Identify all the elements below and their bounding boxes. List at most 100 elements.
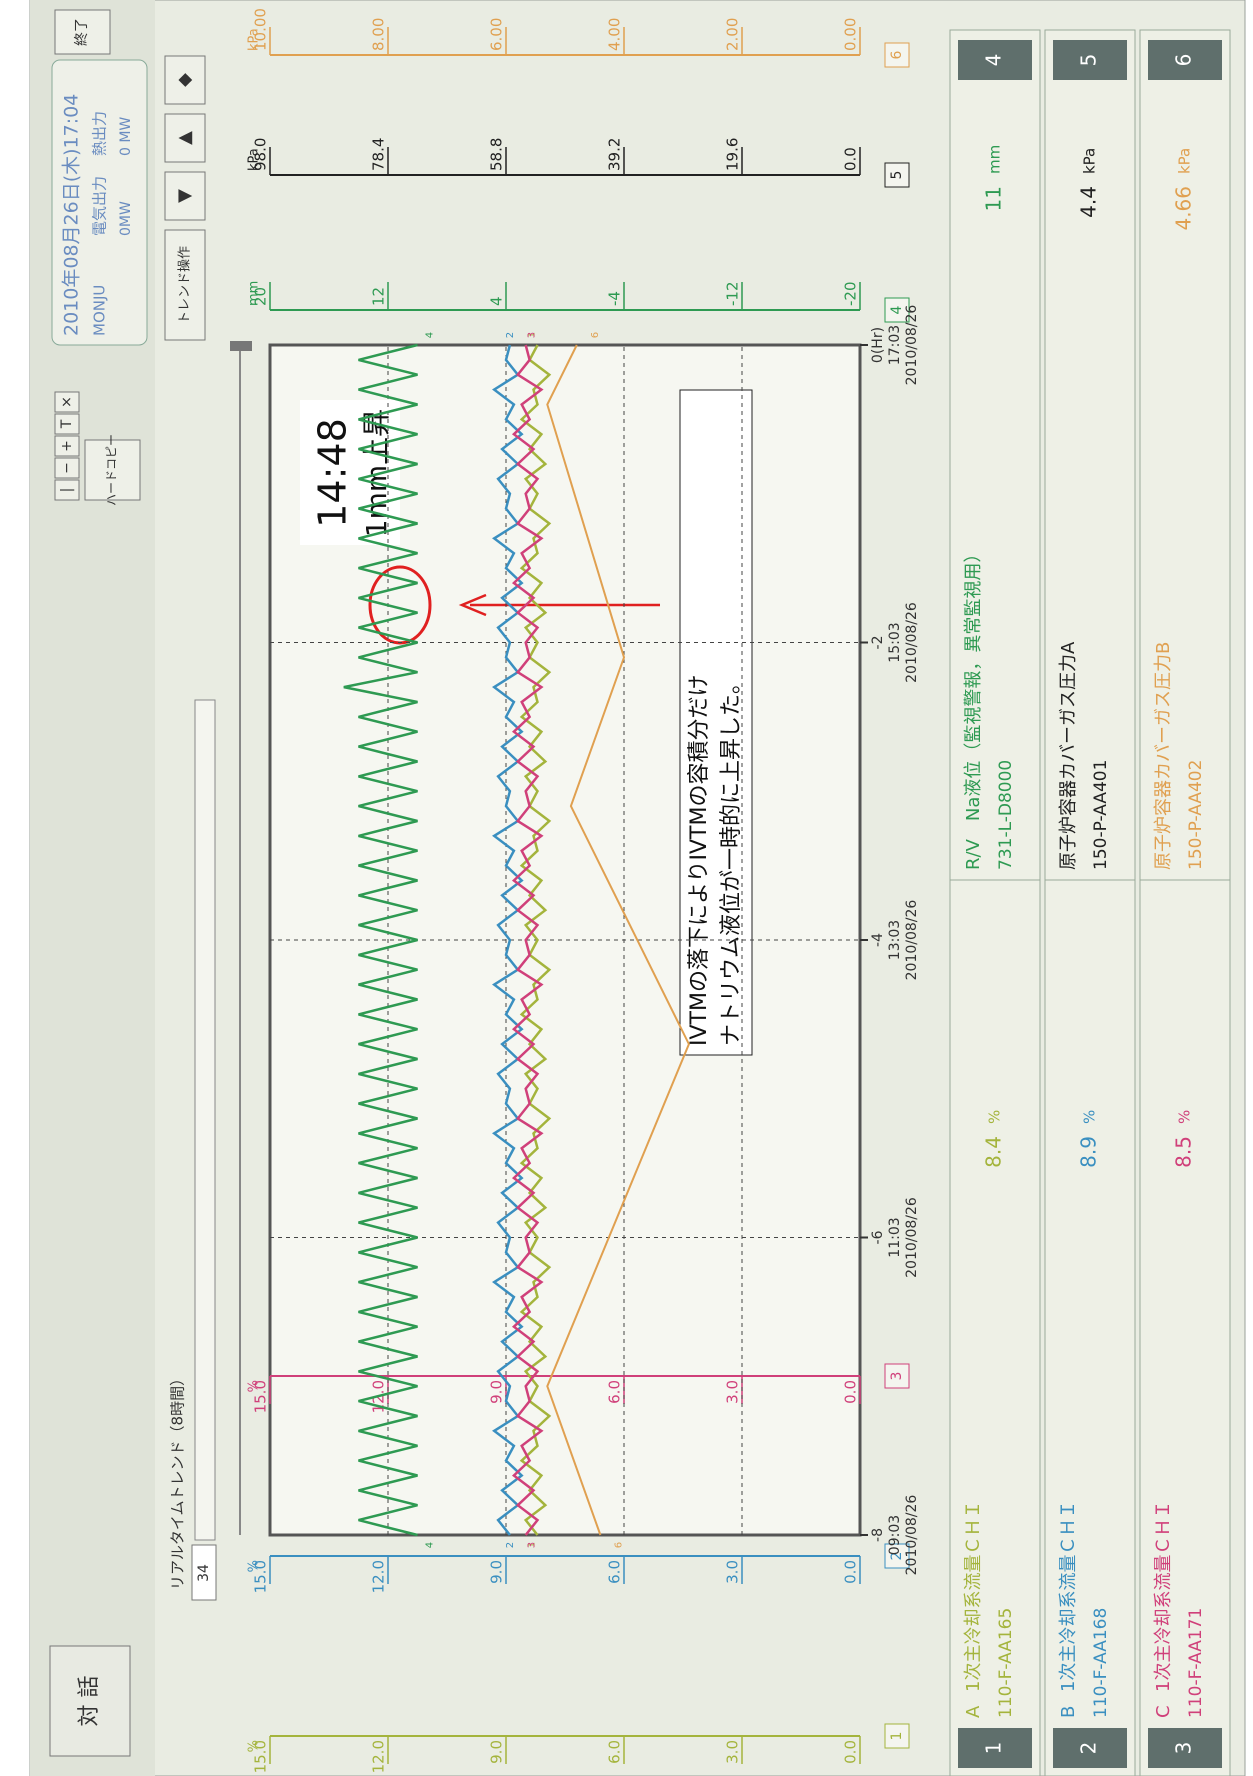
trend-line: [511, 344, 544, 1536]
window-button-label: T: [59, 419, 75, 429]
legend-number-box[interactable]: [1053, 40, 1127, 80]
hardcopy-label: ハードコピー: [105, 434, 119, 506]
x-tick-label: -8: [870, 1528, 886, 1542]
legend-id: 731-L-D8000: [996, 760, 1016, 870]
legend-unit: %: [1176, 1110, 1194, 1124]
legend-number-box[interactable]: [958, 40, 1032, 80]
trend-button-label: トレンド操作: [177, 246, 193, 324]
legend-id: 150-P-AA402: [1186, 760, 1206, 870]
legend-id: 110-F-AA165: [996, 1608, 1016, 1718]
axis-tick-label: 19.6: [724, 138, 742, 171]
axis-tick-label: -4: [606, 291, 624, 306]
legend-number-box[interactable]: [958, 1728, 1032, 1768]
pen-tag: 6: [590, 332, 601, 338]
legend-unit: %: [1081, 1110, 1099, 1124]
legend-number: 3: [1172, 1742, 1196, 1755]
axis-tick-label: 3.0: [724, 1380, 742, 1404]
legend-number-box[interactable]: [1148, 1728, 1222, 1768]
scroll-handle[interactable]: [230, 341, 252, 351]
x-tick-time: 11:03: [887, 1217, 903, 1257]
datetime: 2010年08月26日(木)17:04: [61, 94, 83, 336]
axis-tick-label: 15.0: [252, 1560, 270, 1593]
axis-box[interactable]: [884, 1363, 910, 1389]
axis-tick-label: 6.0: [606, 1560, 624, 1584]
axis-unit: %: [247, 1740, 262, 1752]
note-line: IVTMの落下によりIVTMの容積分だけ: [687, 675, 712, 1046]
pen-tag: 4: [425, 332, 436, 338]
count: 34: [196, 1564, 212, 1582]
legend-value: 8.4: [982, 1136, 1006, 1168]
trend-line: [546, 344, 690, 1536]
x-tick-label: -6: [870, 1230, 886, 1244]
exit-button[interactable]: [54, 9, 111, 55]
axis-unit: %: [247, 1380, 262, 1392]
nav-button[interactable]: [164, 55, 206, 105]
x-tick-date: 2010/08/26: [904, 305, 920, 386]
legend-value: 4.66: [1172, 186, 1196, 231]
window-button[interactable]: [54, 479, 80, 501]
window-button[interactable]: [54, 391, 80, 413]
nav-button-label: ▲: [174, 131, 195, 145]
window-button-label: −: [59, 462, 75, 474]
axis-unit: kPa: [247, 148, 262, 171]
axis-tick-label: 6.00: [488, 18, 506, 51]
pen-tag: 1: [526, 332, 537, 338]
legend-number-box[interactable]: [1053, 1728, 1127, 1768]
time-note: 14:48: [311, 418, 355, 528]
x-tick-label: -4: [870, 933, 886, 947]
axis-tick-label: 2.00: [724, 18, 742, 51]
progress-field: [194, 699, 216, 1541]
axis-tick-label: 4: [488, 296, 506, 306]
x-tick-date: 2010/08/26: [904, 1495, 920, 1576]
window-button[interactable]: [54, 435, 80, 457]
axis-box[interactable]: [884, 297, 910, 323]
x-tick-date: 2010/08/26: [904, 602, 920, 683]
legend-letter: A: [963, 1705, 984, 1718]
pen-tag: 6: [613, 1542, 624, 1548]
axis-tick-label: 0.0: [842, 1380, 860, 1404]
legend-label: 原子炉容器カバーガス圧力B: [1153, 642, 1174, 870]
pen-tag: 3: [527, 332, 538, 338]
legend-value: 4.4: [1077, 186, 1101, 218]
axis-box[interactable]: [884, 42, 910, 68]
arrow-head: [458, 593, 487, 617]
trend-button[interactable]: [164, 229, 206, 341]
axis-tick-label: 0.0: [842, 147, 860, 171]
axis-tick-label: 12.0: [370, 1740, 388, 1773]
axis-box[interactable]: [884, 162, 910, 188]
thermal-value: 0 MW: [118, 117, 134, 156]
trend-line: [492, 344, 524, 1536]
legend-number: 4: [982, 54, 1006, 67]
pen-tag: 1: [526, 1542, 537, 1548]
axis-tick-label: -20: [842, 282, 860, 307]
nav-button-label: ▼: [174, 189, 195, 203]
legend-number-box[interactable]: [1148, 40, 1222, 80]
axis-tick-label: 12.0: [370, 1560, 388, 1593]
nav-button[interactable]: [164, 113, 206, 163]
exit-label: 終了: [74, 18, 90, 46]
legend-value: 11: [982, 186, 1006, 211]
hardcopy-button[interactable]: [84, 439, 141, 501]
window-button[interactable]: [54, 413, 80, 435]
legend-label: R/V Na液位（監視警報，異常監視用）: [963, 545, 984, 870]
x-tick-time: 13:03: [887, 920, 903, 960]
legend-value: 8.9: [1077, 1136, 1101, 1168]
legend-row: [1044, 29, 1136, 881]
axis-tick-label: 9.0: [488, 1740, 506, 1764]
axis-tick-label: 3.0: [724, 1560, 742, 1584]
nav-button[interactable]: [164, 171, 206, 221]
axis-tick-label: 9.0: [488, 1560, 506, 1584]
window-button-label: +: [59, 440, 75, 452]
axis-box-label: 6: [889, 50, 905, 59]
pen-tag: 2: [505, 1542, 516, 1548]
axis-box[interactable]: [884, 1723, 910, 1749]
x-tick-date: 2010/08/26: [904, 1197, 920, 1278]
axis-tick-label: 0.0: [842, 1560, 860, 1584]
axis-tick-label: -12: [724, 282, 742, 307]
axis-tick-label: 8.00: [370, 18, 388, 51]
x-tick-label: 0(Hr): [870, 327, 886, 363]
window-button[interactable]: [54, 457, 80, 479]
axis-box[interactable]: [884, 1543, 910, 1569]
title-box: [49, 1645, 131, 1757]
